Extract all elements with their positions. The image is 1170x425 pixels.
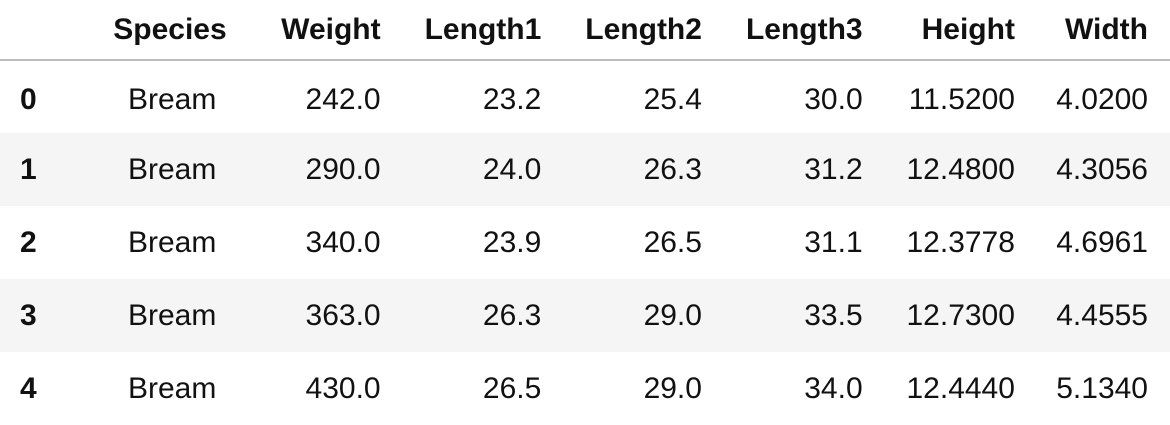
header-row: Species Weight Length1 Length2 Length3 H… — [0, 0, 1170, 61]
cell-length1: 26.3 — [482, 298, 542, 332]
table-body: 0 Bream 242.0 23.2 25.4 30.0 11.5200 4.0… — [0, 60, 1170, 425]
cell-length3: 34.0 — [804, 371, 863, 405]
cell-width: 4.0200 — [1056, 82, 1148, 116]
cell-length2: 29.0 — [643, 298, 702, 332]
table-row: 4 Bream 430.0 26.5 29.0 34.0 12.4440 5.1… — [0, 352, 1170, 425]
cell-length2: 29.0 — [643, 371, 702, 405]
cell-height: 12.4440 — [906, 371, 1015, 405]
cell-species: Bream — [128, 82, 217, 116]
table-row: 3 Bream 363.0 26.3 29.0 33.5 12.7300 4.4… — [0, 279, 1170, 352]
cell-weight: 242.0 — [305, 82, 381, 116]
cell-length3: 30.0 — [804, 82, 863, 116]
row-index: 1 — [20, 152, 37, 186]
cell-length3: 31.1 — [804, 225, 863, 259]
cell-length2: 25.4 — [643, 82, 702, 116]
index-column-header — [0, 0, 90, 61]
cell-species: Bream — [128, 225, 217, 259]
cell-weight: 290.0 — [305, 152, 381, 186]
column-header-width: Width — [1036, 0, 1170, 61]
cell-weight: 363.0 — [305, 298, 381, 332]
cell-length3: 33.5 — [804, 298, 863, 332]
cell-width: 4.4555 — [1056, 298, 1148, 332]
cell-length2: 26.5 — [643, 225, 702, 259]
cell-species: Bream — [128, 152, 217, 186]
column-header-height: Height — [884, 0, 1037, 61]
cell-height: 12.7300 — [906, 298, 1015, 332]
cell-length1: 23.2 — [482, 82, 542, 116]
column-header-length3: Length3 — [723, 0, 885, 61]
column-header-length1: Length1 — [402, 0, 564, 61]
table-row: 0 Bream 242.0 23.2 25.4 30.0 11.5200 4.0… — [0, 60, 1170, 133]
table-row: 2 Bream 340.0 23.9 26.5 31.1 12.3778 4.6… — [0, 206, 1170, 279]
cell-width: 4.3056 — [1056, 152, 1148, 186]
cell-width: 4.6961 — [1056, 225, 1148, 259]
row-index: 2 — [20, 225, 37, 259]
cell-height: 12.3778 — [906, 225, 1015, 259]
table-header: Species Weight Length1 Length2 Length3 H… — [0, 0, 1170, 61]
column-header-species: Species — [90, 0, 262, 61]
cell-length2: 26.3 — [643, 152, 702, 186]
cell-length1: 26.5 — [482, 371, 542, 405]
cell-species: Bream — [128, 298, 217, 332]
cell-length1: 24.0 — [482, 152, 542, 186]
cell-length1: 23.9 — [482, 225, 542, 259]
cell-weight: 430.0 — [305, 371, 381, 405]
cell-species: Bream — [128, 371, 217, 405]
column-header-length2: Length2 — [563, 0, 724, 61]
cell-height: 11.5200 — [908, 82, 1015, 116]
cell-weight: 340.0 — [305, 225, 381, 259]
table-row: 1 Bream 290.0 24.0 26.3 31.2 12.4800 4.3… — [0, 133, 1170, 206]
row-index: 4 — [20, 371, 37, 405]
cell-height: 12.4800 — [906, 152, 1015, 186]
column-header-weight: Weight — [261, 0, 403, 61]
cell-length3: 31.2 — [804, 152, 863, 186]
row-index: 0 — [20, 82, 37, 116]
cell-width: 5.1340 — [1056, 371, 1148, 405]
row-index: 3 — [20, 298, 37, 332]
